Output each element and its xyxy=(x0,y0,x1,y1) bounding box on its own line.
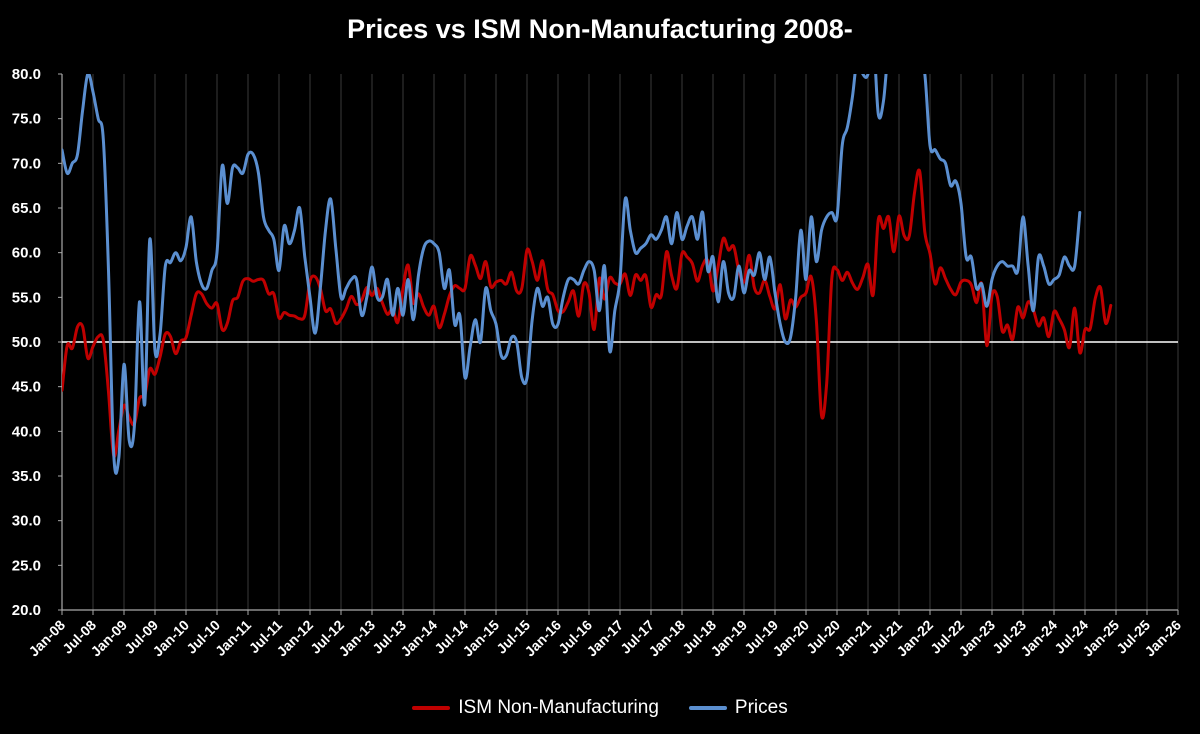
y-tick-label: 30.0 xyxy=(12,513,41,530)
legend: ISM Non-Manufacturing Prices xyxy=(0,697,1200,719)
legend-label-ism: ISM Non-Manufacturing xyxy=(458,697,659,718)
axes xyxy=(58,73,1179,615)
y-tick-label: 35.0 xyxy=(12,468,41,485)
series-lines xyxy=(62,74,1113,475)
x-tick-label: Jan-11 xyxy=(212,617,254,659)
y-tick-label: 55.0 xyxy=(12,289,41,306)
y-tick-label: 50.0 xyxy=(12,334,41,351)
chart-title: Prices vs ISM Non-Manufacturing 2008- xyxy=(347,14,853,44)
y-tick-label: 70.0 xyxy=(12,155,41,172)
legend-label-prices: Prices xyxy=(734,697,788,718)
x-tick-labels: Jan-08Jul-08Jan-09Jul-09Jan-10Jul-10Jan-… xyxy=(25,617,1184,660)
y-tick-label: 80.0 xyxy=(12,66,41,83)
y-tick-label: 65.0 xyxy=(12,200,41,217)
y-tick-label: 40.0 xyxy=(12,423,41,440)
legend-item-prices: Prices xyxy=(688,697,788,719)
y-tick-label: 20.0 xyxy=(12,602,41,619)
y-tick-label: 60.0 xyxy=(12,245,41,262)
y-tick-label: 45.0 xyxy=(12,379,41,396)
y-tick-labels: 20.0 25.0 30.0 35.0 40.0 45.0 50.0 55.0 60.0 65.0… xyxy=(12,66,41,619)
y-tick-label: 25.0 xyxy=(12,557,41,574)
y-tick-label: 75.0 xyxy=(12,111,41,128)
legend-swatch-ism xyxy=(412,706,451,710)
x-tick-label: Jan-08 xyxy=(25,617,68,660)
legend-item-ism: ISM Non-Manufacturing xyxy=(412,697,659,719)
series-line-prices xyxy=(62,74,1082,475)
legend-swatch-prices xyxy=(688,706,727,710)
series-line-ism-non-manufacturing xyxy=(62,168,1113,459)
